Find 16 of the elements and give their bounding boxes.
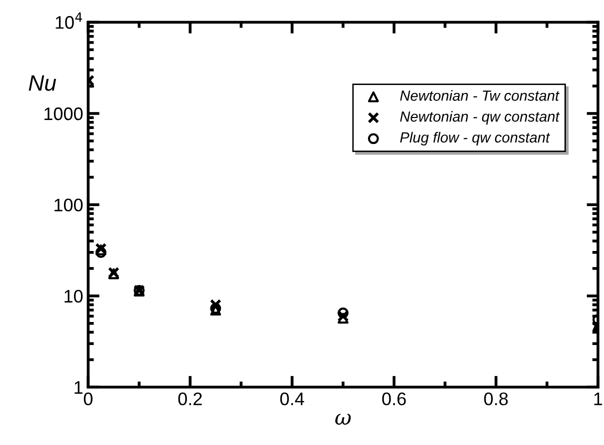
x-tick-label: 1: [594, 392, 602, 406]
y-axis-title: Nu: [28, 75, 56, 91]
y-tick-label: 10: [64, 290, 83, 303]
x-tick-label: 0.2: [178, 392, 202, 406]
legend-label: Newtonian - Tw constant: [400, 90, 560, 101]
x-tick-label: 0.8: [484, 392, 508, 406]
x-tick-label: 0.6: [382, 392, 406, 406]
y-tick-label: 1000: [44, 107, 83, 120]
y-tick-label: 10$^{4}$: [56, 12, 82, 29]
legend-label: Newtonian - qw constant: [400, 110, 560, 125]
x-tick-label: 0.4: [280, 392, 304, 406]
x-tick-label: 0: [84, 392, 92, 406]
y-tick-label: 1: [74, 381, 82, 394]
legend-label: Plug flow - qw constant: [400, 132, 550, 146]
y-tick-label: 100: [54, 198, 83, 212]
x-axis-title: ω: [335, 414, 351, 425]
